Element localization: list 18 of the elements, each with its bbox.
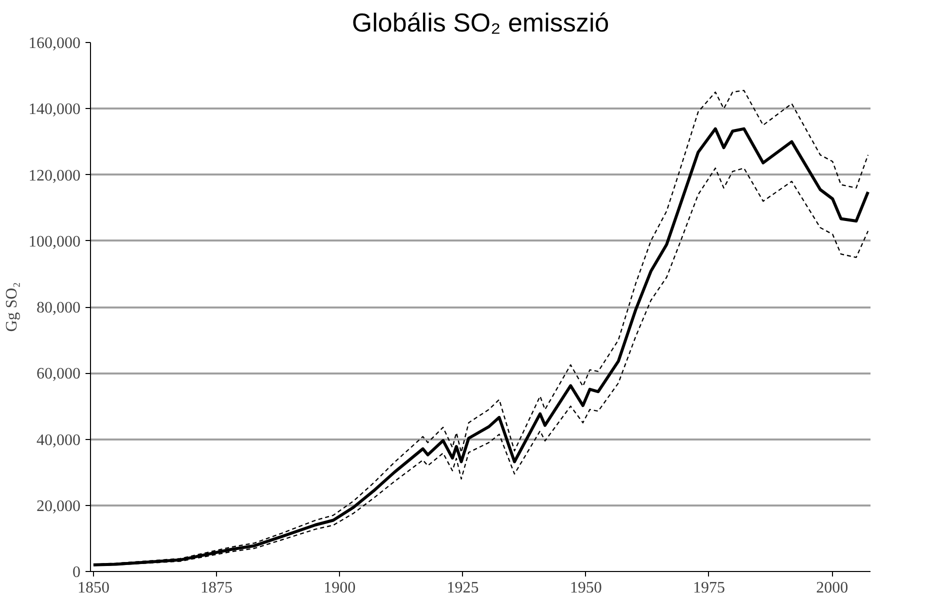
x-tick-label: 1850 — [77, 580, 110, 596]
y-tick-label: 100,000 — [28, 233, 80, 250]
y-tick-label: 20,000 — [36, 498, 80, 515]
x-tick-label: 2000 — [816, 580, 848, 596]
y-tick-label: 120,000 — [28, 167, 80, 184]
y-tick-label: 40,000 — [36, 432, 80, 449]
x-tick-label: 1975 — [692, 580, 725, 596]
x-tick-label: 1900 — [324, 580, 356, 596]
x-tick-label: 1950 — [570, 580, 602, 596]
x-tick-label: 1925 — [446, 580, 479, 596]
y-tick-label: 0 — [72, 564, 80, 581]
chart-title: Globális SO₂ emisszió — [352, 8, 610, 38]
y-tick-label: 140,000 — [28, 101, 80, 118]
y-axis-title: Gg SO₂ — [4, 282, 20, 332]
y-tick-label: 60,000 — [36, 366, 80, 383]
y-tick-label: 80,000 — [36, 300, 80, 316]
x-tick-label: 1875 — [200, 580, 233, 596]
y-tick-label: 160,000 — [28, 35, 80, 52]
